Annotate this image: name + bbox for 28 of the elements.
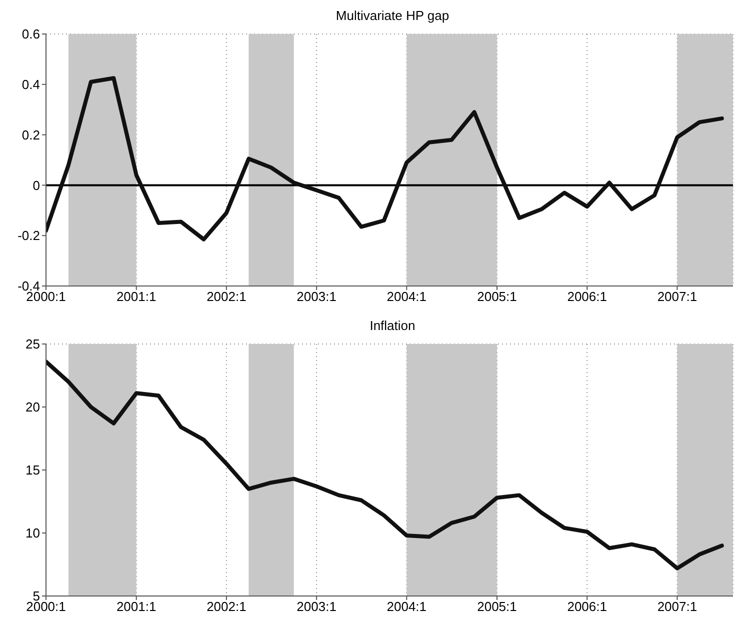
y-tick-label: 20 xyxy=(26,400,40,415)
y-tick-label: -0.2 xyxy=(18,228,40,244)
chart-title: Inflation xyxy=(368,318,416,335)
x-tick-label: 2003:1 xyxy=(296,289,336,304)
y-tick-label: 0.4 xyxy=(22,77,40,92)
x-tick-label: 2004:1 xyxy=(386,599,427,614)
x-tick-label: 2007:1 xyxy=(657,289,698,304)
x-tick-label: 2001:1 xyxy=(116,599,156,614)
x-tick-label: 2001:1 xyxy=(116,289,156,304)
y-tick-label: 0.6 xyxy=(22,26,40,42)
line-series xyxy=(46,76,724,242)
chart-title: Multivariate HP gap xyxy=(334,8,450,25)
x-tick-label: 2007:1 xyxy=(657,599,698,614)
line-series xyxy=(46,360,724,570)
x-tick-label: 2005:1 xyxy=(477,289,517,304)
x-tick-label: 2006:1 xyxy=(567,289,607,304)
y-tick-label: 15 xyxy=(26,462,40,478)
x-tick-label: 2005:1 xyxy=(477,599,517,614)
y-tick-label: 0.2 xyxy=(22,127,40,142)
y-tick-label: 25 xyxy=(26,336,40,352)
y-tick-label: 0 xyxy=(32,178,40,193)
x-tick-label: 2003:1 xyxy=(296,599,336,614)
y-tick-label: 10 xyxy=(26,526,40,541)
x-tick-label: 2002:1 xyxy=(206,599,246,614)
x-tick-label: 2004:1 xyxy=(386,289,427,304)
x-tick-label: 2000:1 xyxy=(26,289,66,304)
x-tick-label: 2006:1 xyxy=(567,599,607,614)
x-tick-label: 2002:1 xyxy=(206,289,246,304)
